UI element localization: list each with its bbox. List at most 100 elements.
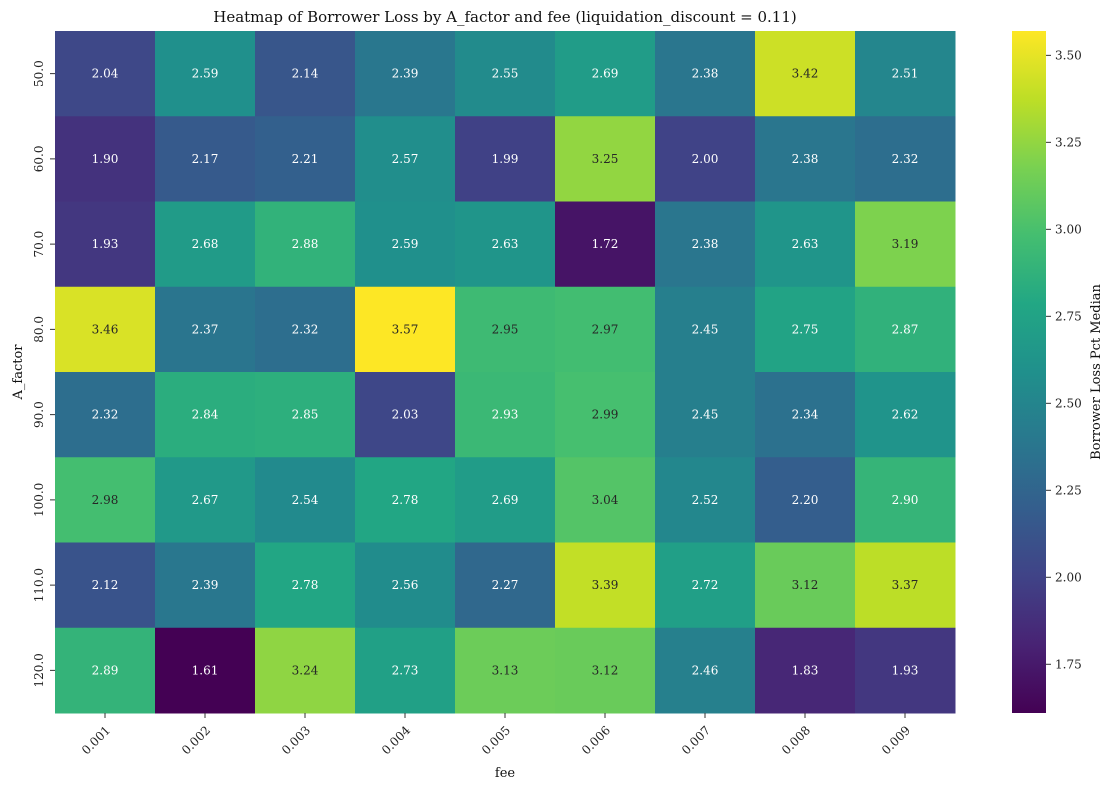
colorbar-ticks: 1.75 2.00 2.25 2.50 2.75 3.00 3.25 3.50 <box>1046 48 1082 671</box>
heatmap-cell <box>755 627 856 714</box>
cell-value-label: 2.52 <box>692 493 719 507</box>
colorbar-tick-label: 2.25 <box>1055 483 1082 497</box>
cell-value-label: 3.37 <box>892 578 919 592</box>
cell-value-label: 2.78 <box>392 493 419 507</box>
heatmap-cell <box>555 286 656 373</box>
cell-value-label: 3.19 <box>892 237 919 251</box>
heatmap-cell <box>855 286 956 373</box>
colorbar-tick-label: 3.25 <box>1055 135 1082 149</box>
heatmap-cell <box>555 542 656 629</box>
heatmap-cell <box>255 31 356 117</box>
cell-value-label: 2.38 <box>692 237 719 251</box>
cell-value-label: 2.55 <box>492 67 519 81</box>
heatmap-cell <box>355 627 456 714</box>
heatmap-cell <box>655 201 756 288</box>
cell-value-label: 2.00 <box>692 152 719 166</box>
heatmap-cell <box>755 116 856 202</box>
cell-value-label: 2.99 <box>592 408 619 422</box>
heatmap-cell <box>855 31 956 117</box>
cell-value-label: 2.32 <box>292 322 319 336</box>
colorbar-tick-label: 3.00 <box>1055 222 1082 236</box>
colorbar-tick-label: 2.75 <box>1055 309 1082 323</box>
y-tick-label: 110.0 <box>32 568 46 602</box>
cell-value-label: 2.34 <box>792 408 819 422</box>
heatmap-cell <box>255 457 356 543</box>
heatmap-cell <box>255 201 356 288</box>
cell-value-label: 2.63 <box>492 237 519 251</box>
heatmap-cell <box>255 627 356 714</box>
colorbar: 1.75 2.00 2.25 2.50 2.75 3.00 3.25 3.50 <box>1012 31 1082 713</box>
heatmap-cell <box>655 372 756 458</box>
heatmap-cell <box>355 372 456 458</box>
cell-value-label: 2.38 <box>692 67 719 81</box>
cell-value-label: 3.46 <box>92 322 119 336</box>
cell-value-label: 2.75 <box>792 322 819 336</box>
cell-value-label: 1.61 <box>192 663 219 677</box>
heatmap-cell <box>355 116 456 202</box>
cell-value-label: 2.21 <box>292 152 319 166</box>
heatmap-cell <box>855 542 956 629</box>
heatmap-cell <box>455 457 556 543</box>
cell-value-label: 2.98 <box>92 493 119 507</box>
heatmap-cell <box>55 372 156 458</box>
heatmap-cell <box>55 201 156 288</box>
y-tick-label: 80.0 <box>32 316 46 343</box>
x-tick-label: 0.008 <box>779 723 813 757</box>
heatmap-cell <box>755 201 856 288</box>
cell-value-label: 2.17 <box>192 152 219 166</box>
cell-value-label: 1.99 <box>492 152 519 166</box>
cell-value-label: 3.13 <box>492 663 519 677</box>
cell-value-label: 1.83 <box>792 663 819 677</box>
cell-value-label: 2.68 <box>192 237 219 251</box>
colorbar-gradient <box>1012 31 1046 713</box>
heatmap-cell <box>855 457 956 543</box>
cell-value-label: 2.93 <box>492 408 519 422</box>
cell-value-label: 2.85 <box>292 408 319 422</box>
heatmap-cell <box>255 542 356 629</box>
heatmap-cell <box>455 31 556 117</box>
cell-value-label: 2.04 <box>92 67 119 81</box>
heatmap-cell <box>855 116 956 202</box>
heatmap-cell <box>755 286 856 373</box>
y-tick-label: 60.0 <box>32 146 46 173</box>
cell-value-label: 2.89 <box>92 663 119 677</box>
cell-value-label: 3.57 <box>392 322 419 336</box>
y-tick-label: 100.0 <box>32 483 46 517</box>
heatmap-cell <box>755 31 856 117</box>
heatmap-cell <box>855 372 956 458</box>
cell-value-label: 2.57 <box>392 152 419 166</box>
y-tick-label: 120.0 <box>32 653 46 687</box>
heatmap-cell <box>655 31 756 117</box>
cell-value-label: 3.39 <box>592 578 619 592</box>
cell-value-label: 2.88 <box>292 237 319 251</box>
heatmap-cell <box>255 116 356 202</box>
heatmap-cell <box>755 457 856 543</box>
cell-value-label: 2.69 <box>492 493 519 507</box>
cell-value-label: 2.72 <box>692 578 719 592</box>
cell-value-label: 3.12 <box>592 663 619 677</box>
x-tick-label: 0.004 <box>379 723 413 757</box>
colorbar-tick-label: 2.00 <box>1055 570 1082 584</box>
heatmap-cell <box>155 627 256 714</box>
colorbar-tick-label: 3.50 <box>1055 48 1082 62</box>
cell-value-label: 2.51 <box>892 67 919 81</box>
cell-value-label: 1.93 <box>892 663 919 677</box>
y-tick-label: 90.0 <box>32 401 46 428</box>
cell-value-label: 2.20 <box>792 493 819 507</box>
heatmap-cell <box>55 286 156 373</box>
x-tick-label: 0.007 <box>679 723 713 757</box>
heatmap-cell <box>155 372 256 458</box>
cell-value-label: 2.84 <box>192 408 219 422</box>
heatmap-cell <box>155 286 256 373</box>
y-tick-label: 70.0 <box>32 231 46 258</box>
heatmap-cell <box>355 286 456 373</box>
heatmap-cell <box>55 457 156 543</box>
chart-title: Heatmap of Borrower Loss by A_factor and… <box>213 8 796 26</box>
y-axis: 50.0 60.0 70.0 80.0 90.0 100.0 110.0 120.0 <box>32 60 55 688</box>
cell-value-label: 2.03 <box>392 408 419 422</box>
colorbar-label: Borrower Loss Pct Median <box>1089 284 1104 460</box>
heatmap-cell <box>155 31 256 117</box>
heatmap-cells: 2.04 2.59 2.14 2.39 2.55 2.69 2.38 3.42 2.51 1.90… <box>55 31 956 714</box>
heatmap-cell <box>255 372 356 458</box>
